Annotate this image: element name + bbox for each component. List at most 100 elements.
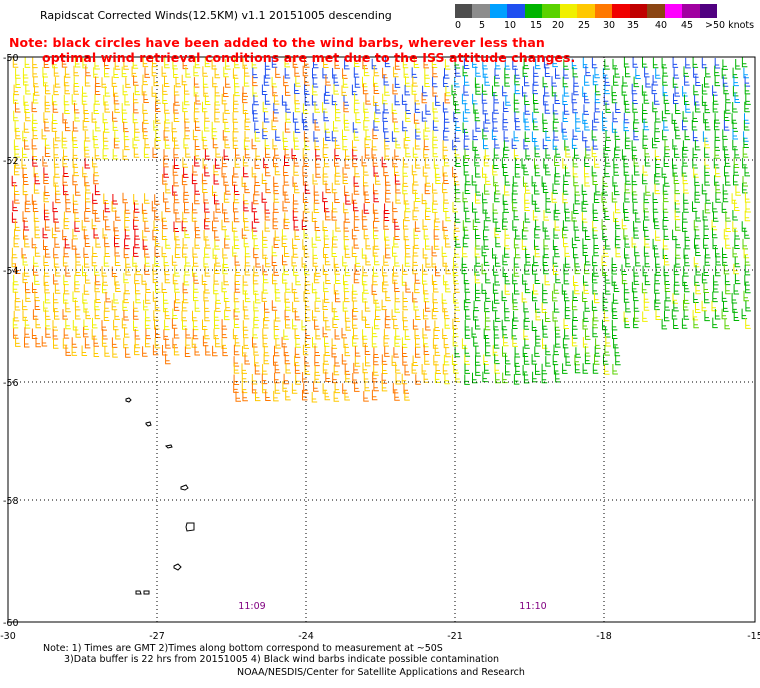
wind-barb	[692, 130, 699, 142]
wind-barb	[42, 156, 48, 167]
wind-barb	[244, 354, 250, 365]
wind-barb	[52, 320, 58, 331]
wind-barb	[182, 238, 189, 249]
wind-barb	[351, 291, 358, 302]
wind-barb	[375, 309, 381, 320]
wind-barb	[682, 221, 688, 232]
wind-barb	[24, 102, 30, 113]
wind-barb	[94, 265, 100, 276]
wind-barb	[324, 201, 330, 213]
wind-barb	[315, 167, 321, 178]
wind-barb	[532, 284, 539, 295]
wind-barb	[204, 94, 211, 105]
wind-barb	[443, 155, 450, 167]
wind-barb	[241, 176, 248, 187]
wind-barb	[385, 290, 391, 302]
wind-barb	[475, 239, 481, 250]
wind-barb	[53, 66, 60, 77]
wind-barb	[393, 121, 400, 133]
wind-barb	[563, 263, 569, 275]
wind-barb	[62, 338, 69, 349]
wind-barb	[635, 68, 641, 79]
wind-barb	[563, 104, 570, 115]
wind-barb	[441, 293, 448, 304]
wind-barb	[614, 129, 621, 140]
wind-barb	[334, 138, 341, 149]
wind-barb	[164, 138, 171, 149]
wind-barb	[352, 140, 358, 151]
wind-barb	[282, 185, 289, 196]
wind-barb	[513, 209, 520, 221]
wind-barb	[582, 245, 589, 256]
wind-barb	[572, 102, 578, 114]
wind-barb	[443, 337, 450, 349]
wind-barb	[113, 86, 119, 97]
wind-barb	[364, 137, 370, 149]
wind-barb	[432, 146, 439, 158]
wind-barb	[632, 192, 638, 203]
wind-barb	[625, 66, 631, 78]
wind-barb	[74, 281, 80, 293]
wind-barb	[211, 128, 218, 140]
wind-barb	[132, 112, 139, 124]
wind-barb	[725, 103, 731, 114]
wind-barb	[672, 57, 679, 68]
wind-barb	[193, 290, 199, 302]
wind-barb	[253, 247, 259, 259]
wind-barb	[335, 166, 341, 177]
wind-barb	[184, 202, 190, 214]
wind-barb	[101, 336, 108, 347]
wind-barb	[283, 218, 290, 230]
wind-barb	[223, 257, 229, 268]
legend-labels: 0 5 10 15 20 25 30 35 40 45 >50 knots	[455, 20, 760, 34]
wind-barb	[324, 254, 331, 266]
wind-barb	[644, 274, 651, 286]
wind-barb	[214, 95, 221, 106]
wind-barb	[233, 167, 239, 178]
wind-barb	[413, 175, 419, 186]
wind-barb	[481, 93, 488, 104]
wind-barb	[674, 147, 680, 158]
wind-barb	[213, 174, 220, 185]
wind-barb	[363, 165, 369, 176]
wind-barb	[84, 211, 90, 222]
wind-barb	[212, 220, 218, 232]
wind-barb	[53, 84, 59, 96]
wind-barb	[35, 317, 41, 329]
wind-barb	[615, 246, 621, 258]
wind-barb	[744, 210, 751, 222]
wind-barb	[252, 75, 258, 87]
wind-barb	[54, 167, 60, 178]
wind-barb	[594, 354, 600, 365]
wind-barb	[364, 380, 370, 392]
wind-barb	[493, 338, 500, 349]
wind-barb	[192, 129, 199, 141]
wind-barb	[344, 390, 350, 401]
wind-barb	[695, 211, 701, 222]
wind-barb	[124, 203, 131, 214]
wind-barb	[233, 344, 240, 356]
wind-barb	[655, 230, 661, 241]
wind-barb	[255, 257, 261, 268]
wind-barb	[644, 66, 650, 78]
wind-barb	[24, 236, 30, 248]
wind-barb	[465, 309, 471, 320]
wind-barb	[612, 111, 618, 123]
wind-barb	[533, 66, 539, 77]
wind-barb	[93, 137, 99, 149]
wind-barb	[745, 282, 751, 294]
wind-barb	[122, 112, 128, 123]
wind-barb	[365, 254, 371, 266]
wind-barb	[715, 255, 721, 266]
wind-barb	[244, 265, 251, 276]
wind-barb	[373, 95, 379, 106]
wind-barb	[64, 237, 71, 249]
wind-barb	[354, 166, 360, 178]
wind-barb	[73, 84, 79, 95]
wind-barb	[732, 139, 738, 151]
wind-barb	[584, 353, 591, 365]
wind-barb	[483, 138, 489, 150]
wind-barb	[304, 139, 310, 151]
wind-barb	[552, 311, 558, 322]
wind-barb	[384, 346, 390, 357]
